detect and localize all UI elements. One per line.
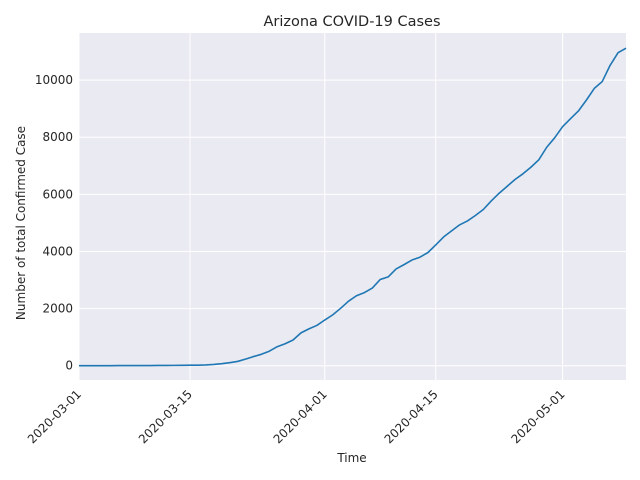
- x-tick-label: 2020-04-01: [271, 387, 330, 446]
- plot-area: [79, 33, 626, 380]
- x-tick-label: 2020-03-01: [25, 387, 84, 446]
- y-tick-label: 2000: [42, 302, 73, 316]
- y-tick-label: 6000: [42, 187, 73, 201]
- x-gridlines: [78, 33, 564, 380]
- y-tick-labels: 0 2000 4000 6000 8000 10000: [35, 73, 73, 373]
- x-axis-label: Time: [336, 451, 366, 465]
- x-tick-label: 2020-03-15: [136, 387, 195, 446]
- y-axis-label: Number of total Confirmed Case: [14, 126, 28, 320]
- y-tick-label: 8000: [42, 130, 73, 144]
- series-line: [79, 47, 627, 367]
- y-tick-label: 10000: [35, 73, 73, 87]
- y-gridlines: [79, 79, 626, 367]
- chart-title: Arizona COVID-19 Cases: [263, 14, 440, 30]
- x-tick-label: 2020-05-01: [508, 387, 567, 446]
- y-tick-label: 4000: [42, 244, 73, 258]
- x-tick-label: 2020-04-15: [382, 387, 441, 446]
- y-tick-label: 0: [65, 359, 73, 373]
- x-tick-labels: 2020-03-01 2020-03-15 2020-04-01 2020-04-15…: [25, 387, 568, 446]
